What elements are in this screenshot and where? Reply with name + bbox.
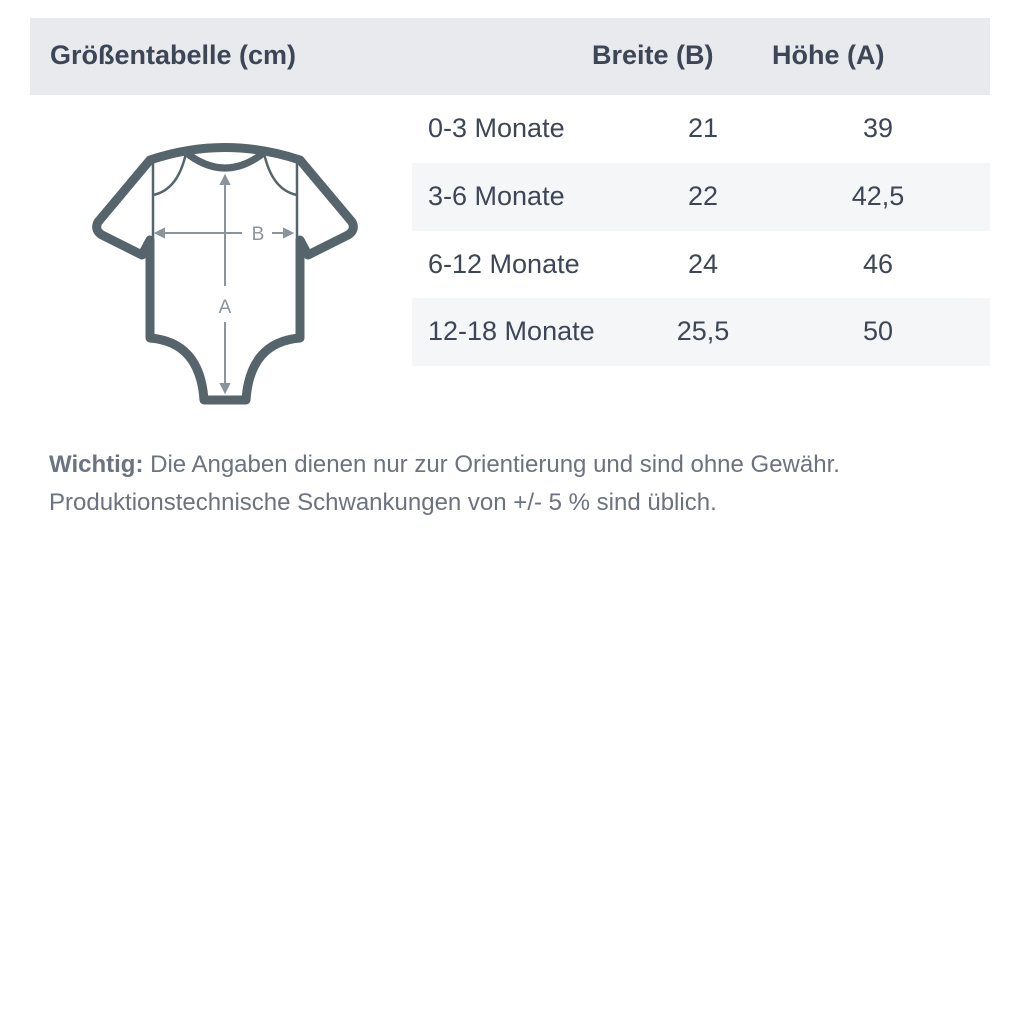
column-header-width: Breite (B) xyxy=(592,40,714,70)
width-cell: 22 xyxy=(687,181,719,211)
table-header: Größentabelle (cm) Breite (B) Höhe (A) xyxy=(30,18,990,95)
baby-bodysuit-diagram: B A xyxy=(92,143,358,405)
width-cell: 25,5 xyxy=(676,316,730,346)
size-cell: 3-6 Monate xyxy=(428,181,565,211)
table-row: 6-12 Monate 24 46 xyxy=(412,231,990,299)
width-cell: 24 xyxy=(687,249,719,279)
label-a: A xyxy=(219,297,232,318)
height-cell: 46 xyxy=(862,249,894,279)
height-cell: 39 xyxy=(862,113,894,143)
table-row: 3-6 Monate 22 42,5 xyxy=(412,163,990,231)
table-row: 12-18 Monate 25,5 50 xyxy=(412,298,990,366)
disclaimer-note: Wichtig: Die Angaben dienen nur zur Orie… xyxy=(49,446,1009,522)
note-line-2: Produktionstechnische Schwankungen von +… xyxy=(49,489,717,516)
table-row: 0-3 Monate 21 39 xyxy=(412,95,990,163)
note-label: Wichtig: xyxy=(49,451,144,478)
size-cell: 0-3 Monate xyxy=(428,113,565,143)
label-b: B xyxy=(252,224,265,245)
note-line-1: Die Angaben dienen nur zur Orientierung … xyxy=(150,451,840,478)
height-cell: 42,5 xyxy=(851,181,905,211)
size-cell: 12-18 Monate xyxy=(428,316,595,346)
size-cell: 6-12 Monate xyxy=(428,249,580,279)
column-header-height: Höhe (A) xyxy=(772,40,885,70)
table-title: Größentabelle (cm) xyxy=(50,40,297,70)
measurement-arrows xyxy=(153,173,295,395)
height-cell: 50 xyxy=(862,316,894,346)
collar xyxy=(180,147,270,172)
width-cell: 21 xyxy=(687,113,719,143)
